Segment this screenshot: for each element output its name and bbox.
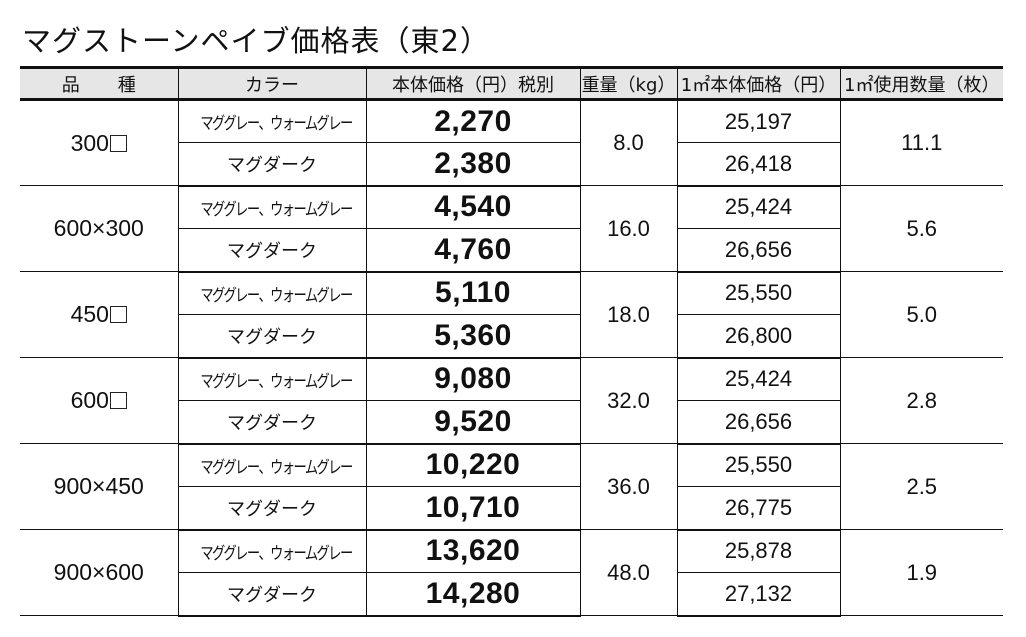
sqm-qty-cell: 5.0 <box>839 271 1003 358</box>
sqm-qty-cell: 11.1 <box>839 99 1003 186</box>
header-color: カラー <box>177 66 367 101</box>
price-cell: 9,080 <box>365 357 581 401</box>
color-cell: マグダーク <box>177 314 367 359</box>
header-sqm-qty: 1㎡使用数量（枚） <box>839 66 1003 101</box>
size-label: 300 <box>70 129 109 156</box>
sqm-price-cell: 27,132 <box>676 572 841 617</box>
color-label: マググレー、ウォームグレー <box>199 114 353 134</box>
table-row: マグダーク 2,380 26,418 <box>20 142 1003 187</box>
table-row: マグダーク 9,520 26,656 <box>20 400 1003 445</box>
header-kind-b: 種 <box>117 74 136 96</box>
header-kind-a: 品 <box>61 74 80 96</box>
price-cell: 9,520 <box>365 400 581 445</box>
sqm-price-cell: 25,197 <box>676 99 841 143</box>
color-cell: マググレー、ウォームグレー <box>177 443 367 487</box>
price-cell: 4,540 <box>365 185 581 229</box>
table-row: 300 マググレー、ウォームグレー 2,270 8.0 25,197 11.1 <box>20 99 1003 186</box>
table-row: 600×300 マググレー、ウォームグレー 4,540 16.0 25,424 … <box>20 185 1003 272</box>
sqm-price-cell: 26,775 <box>676 486 841 531</box>
table-row: 450 マググレー、ウォームグレー 5,110 18.0 25,550 5.0 <box>20 271 1003 358</box>
color-cell: マグダーク <box>177 572 367 617</box>
table-row: 900×450 マググレー、ウォームグレー 10,220 36.0 25,550… <box>20 443 1003 530</box>
sqm-price-cell: 25,550 <box>676 271 841 315</box>
price-cell: 2,270 <box>365 99 581 143</box>
size-label: 450 <box>70 301 109 327</box>
color-label: マググレー、ウォームグレー <box>199 199 353 220</box>
header-price: 本体価格（円）税別 <box>365 66 581 101</box>
size-cell: 900×450 <box>20 443 179 530</box>
color-label: マググレー、ウォームグレー <box>199 371 353 392</box>
weight-cell: 18.0 <box>579 271 678 358</box>
sqm-qty-cell: 2.8 <box>839 357 1003 444</box>
price-cell: 2,380 <box>365 142 581 187</box>
price-cell: 13,620 <box>365 529 581 573</box>
price-table: 品種 カラー 本体価格（円）税別 重量（kg） 1㎡本体価格（円） 1㎡使用数量… <box>20 66 1003 617</box>
table-row: 600 マググレー、ウォームグレー 9,080 32.0 25,424 2.8 <box>20 357 1003 444</box>
color-cell: マグダーク <box>177 486 367 531</box>
weight-cell: 16.0 <box>579 185 678 272</box>
sqm-price-cell: 25,878 <box>676 529 841 573</box>
header-sqm-price: 1㎡本体価格（円） <box>676 66 841 101</box>
sqm-qty-cell: 5.6 <box>839 185 1003 272</box>
size-cell: 300 <box>20 99 179 186</box>
sqm-price-cell: 25,424 <box>676 357 841 401</box>
weight-cell: 36.0 <box>579 443 678 530</box>
color-cell: マググレー、ウォームグレー <box>177 357 367 401</box>
header-kind: 品種 <box>20 66 179 101</box>
color-label: マググレー、ウォームグレー <box>199 457 353 478</box>
color-cell: マググレー、ウォームグレー <box>177 529 367 573</box>
page-title: マグストーンペイブ価格表（東2） <box>22 24 491 58</box>
color-label: マググレー、ウォームグレー <box>199 285 353 306</box>
color-cell: マググレー、ウォームグレー <box>177 99 367 143</box>
color-cell: マググレー、ウォームグレー <box>177 185 367 229</box>
weight-cell: 8.0 <box>579 99 678 186</box>
price-cell: 14,280 <box>365 572 581 617</box>
table-row: マグダーク 14,280 27,132 <box>20 572 1003 617</box>
price-cell: 4,760 <box>365 228 581 273</box>
size-cell: 600×300 <box>20 185 179 272</box>
sqm-price-cell: 26,418 <box>676 142 841 187</box>
weight-cell: 48.0 <box>579 529 678 616</box>
color-cell: マググレー、ウォームグレー <box>177 271 367 315</box>
table-row: マグダーク 5,360 26,800 <box>20 314 1003 359</box>
sqm-price-cell: 26,656 <box>676 228 841 273</box>
color-cell: マグダーク <box>177 142 367 187</box>
size-cell: 600 <box>20 357 179 444</box>
sqm-price-cell: 25,550 <box>676 443 841 487</box>
header-weight: 重量（kg） <box>579 66 678 101</box>
size-cell: 450 <box>20 271 179 358</box>
price-cell: 5,360 <box>365 314 581 359</box>
square-icon <box>109 306 127 323</box>
weight-cell: 32.0 <box>579 357 678 444</box>
square-icon <box>109 134 127 152</box>
sqm-qty-cell: 1.9 <box>839 529 1003 616</box>
size-cell: 900×600 <box>20 529 179 616</box>
square-icon <box>109 392 127 409</box>
sqm-qty-cell: 2.5 <box>839 443 1003 530</box>
color-cell: マグダーク <box>177 400 367 445</box>
price-cell: 5,110 <box>365 271 581 315</box>
color-cell: マグダーク <box>177 228 367 273</box>
table-row: マグダーク 10,710 26,775 <box>20 486 1003 531</box>
header-row: 品種 カラー 本体価格（円）税別 重量（kg） 1㎡本体価格（円） 1㎡使用数量… <box>20 66 1003 101</box>
table-row: マグダーク 4,760 26,656 <box>20 228 1003 273</box>
sqm-price-cell: 26,656 <box>676 400 841 445</box>
sqm-price-cell: 26,800 <box>676 314 841 359</box>
table-row: 900×600 マググレー、ウォームグレー 13,620 48.0 25,878… <box>20 529 1003 616</box>
size-label: 600 <box>70 387 109 413</box>
price-cell: 10,220 <box>365 443 581 487</box>
price-cell: 10,710 <box>365 486 581 531</box>
color-label: マググレー、ウォームグレー <box>199 543 353 564</box>
sqm-price-cell: 25,424 <box>676 185 841 229</box>
